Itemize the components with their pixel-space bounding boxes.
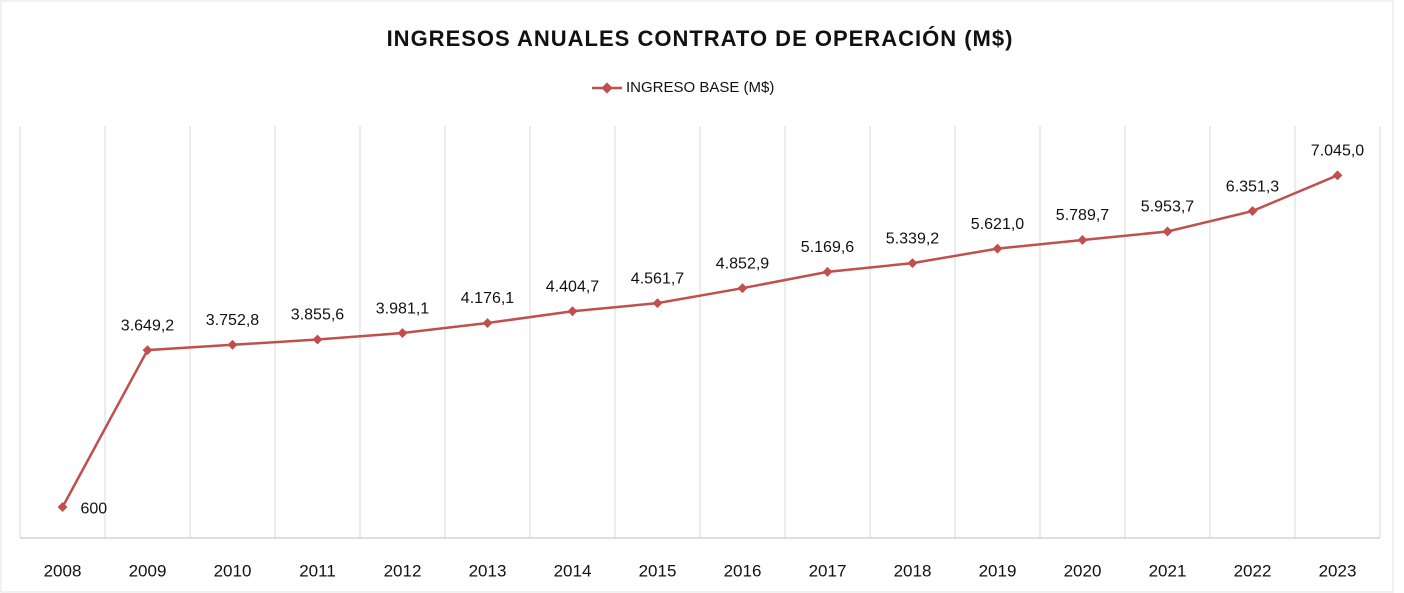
point-marker xyxy=(312,334,323,345)
point-marker xyxy=(227,339,238,350)
data-label: 5.789,7 xyxy=(1056,207,1109,224)
point-marker xyxy=(397,328,408,339)
point-marker xyxy=(1332,170,1343,181)
x-tick-label: 2008 xyxy=(44,561,82,580)
x-tick-label: 2017 xyxy=(809,561,847,580)
chart-title: INGRESOS ANUALES CONTRATO DE OPERACIÓN (… xyxy=(387,26,1014,51)
data-label: 3.855,6 xyxy=(291,307,344,324)
point-marker xyxy=(482,318,493,328)
x-tick-label: 2018 xyxy=(894,561,932,580)
x-tick-label: 2012 xyxy=(384,561,422,580)
data-label: 5.339,2 xyxy=(886,230,939,247)
x-tick-label: 2021 xyxy=(1149,561,1187,580)
point-marker xyxy=(142,345,153,356)
point-marker xyxy=(567,306,578,317)
x-tick-label: 2022 xyxy=(1234,561,1272,580)
x-tick-label: 2023 xyxy=(1319,561,1357,580)
x-tick-label: 2011 xyxy=(299,561,336,580)
x-tick-label: 2013 xyxy=(469,561,507,580)
point-marker xyxy=(907,258,918,269)
point-marker xyxy=(1247,206,1258,216)
point-marker xyxy=(737,283,748,294)
point-marker xyxy=(1077,234,1088,245)
data-label: 600 xyxy=(81,500,108,517)
data-label: 5.621,0 xyxy=(971,216,1024,233)
data-label: 3.981,1 xyxy=(376,300,429,317)
x-tick-label: 2010 xyxy=(214,561,252,580)
data-label: 5.953,7 xyxy=(1141,199,1194,216)
series-line xyxy=(61,174,1338,508)
data-label: 4.176,1 xyxy=(461,290,514,307)
data-label: 4.404,7 xyxy=(546,278,599,295)
x-tick-label: 2016 xyxy=(724,561,762,580)
x-tick-label: 2020 xyxy=(1064,561,1102,580)
x-tick-label: 2014 xyxy=(554,561,592,580)
data-label: 7.045,0 xyxy=(1311,143,1364,160)
data-label: 5.169,6 xyxy=(801,239,854,256)
point-marker xyxy=(1162,226,1173,237)
data-label: 6.351,3 xyxy=(1226,178,1279,195)
data-label: 4.852,9 xyxy=(716,255,769,272)
data-label: 3.752,8 xyxy=(206,312,259,329)
point-marker xyxy=(652,298,663,309)
data-label: 4.561,7 xyxy=(631,270,684,287)
point-marker xyxy=(822,266,833,277)
x-tick-label: 2019 xyxy=(979,561,1017,580)
data-label: 3.649,2 xyxy=(121,317,174,334)
x-tick-label: 2015 xyxy=(639,561,677,580)
point-marker xyxy=(992,243,1003,254)
x-tick-label: 2009 xyxy=(129,561,167,580)
legend-label: INGRESO BASE (M$) xyxy=(626,79,774,96)
